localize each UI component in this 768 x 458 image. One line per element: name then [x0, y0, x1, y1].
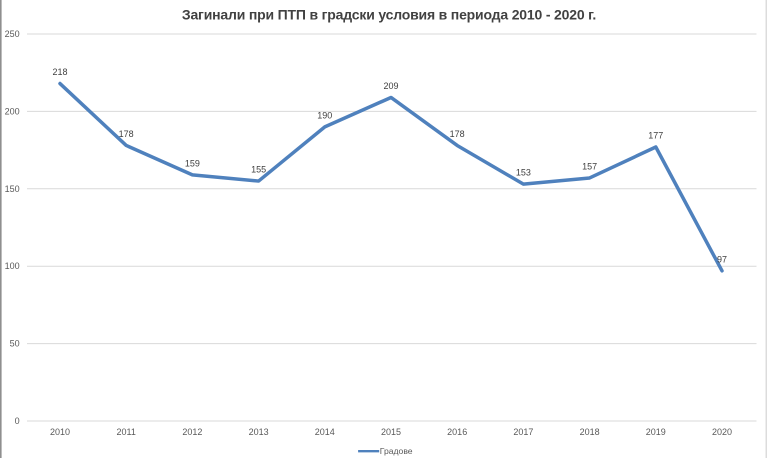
svg-text:2012: 2012 [182, 427, 202, 437]
svg-text:190: 190 [317, 110, 332, 120]
svg-text:157: 157 [582, 161, 597, 171]
svg-text:2018: 2018 [580, 427, 600, 437]
svg-text:2013: 2013 [249, 427, 269, 437]
svg-text:97: 97 [717, 254, 727, 264]
svg-text:2019: 2019 [646, 427, 666, 437]
svg-text:0: 0 [15, 416, 20, 426]
svg-text:100: 100 [5, 261, 20, 271]
svg-text:2016: 2016 [447, 427, 467, 437]
svg-text:Градове: Градове [380, 446, 413, 456]
svg-text:209: 209 [383, 81, 398, 91]
svg-text:Загинали при ПТП в градски усл: Загинали при ПТП в градски условия в пер… [182, 7, 596, 23]
svg-text:178: 178 [119, 129, 134, 139]
svg-text:2017: 2017 [513, 427, 533, 437]
svg-text:2010: 2010 [50, 427, 70, 437]
svg-text:153: 153 [516, 168, 531, 178]
svg-text:178: 178 [450, 129, 465, 139]
svg-text:218: 218 [52, 67, 67, 77]
svg-text:2015: 2015 [381, 427, 401, 437]
svg-text:200: 200 [5, 106, 20, 116]
svg-text:2020: 2020 [712, 427, 732, 437]
svg-text:50: 50 [10, 339, 20, 349]
svg-text:155: 155 [251, 165, 266, 175]
svg-text:2011: 2011 [117, 427, 136, 437]
svg-text:250: 250 [5, 29, 20, 39]
svg-text:159: 159 [185, 158, 200, 168]
svg-text:2014: 2014 [315, 427, 335, 437]
svg-text:177: 177 [648, 130, 663, 140]
svg-text:150: 150 [5, 184, 20, 194]
